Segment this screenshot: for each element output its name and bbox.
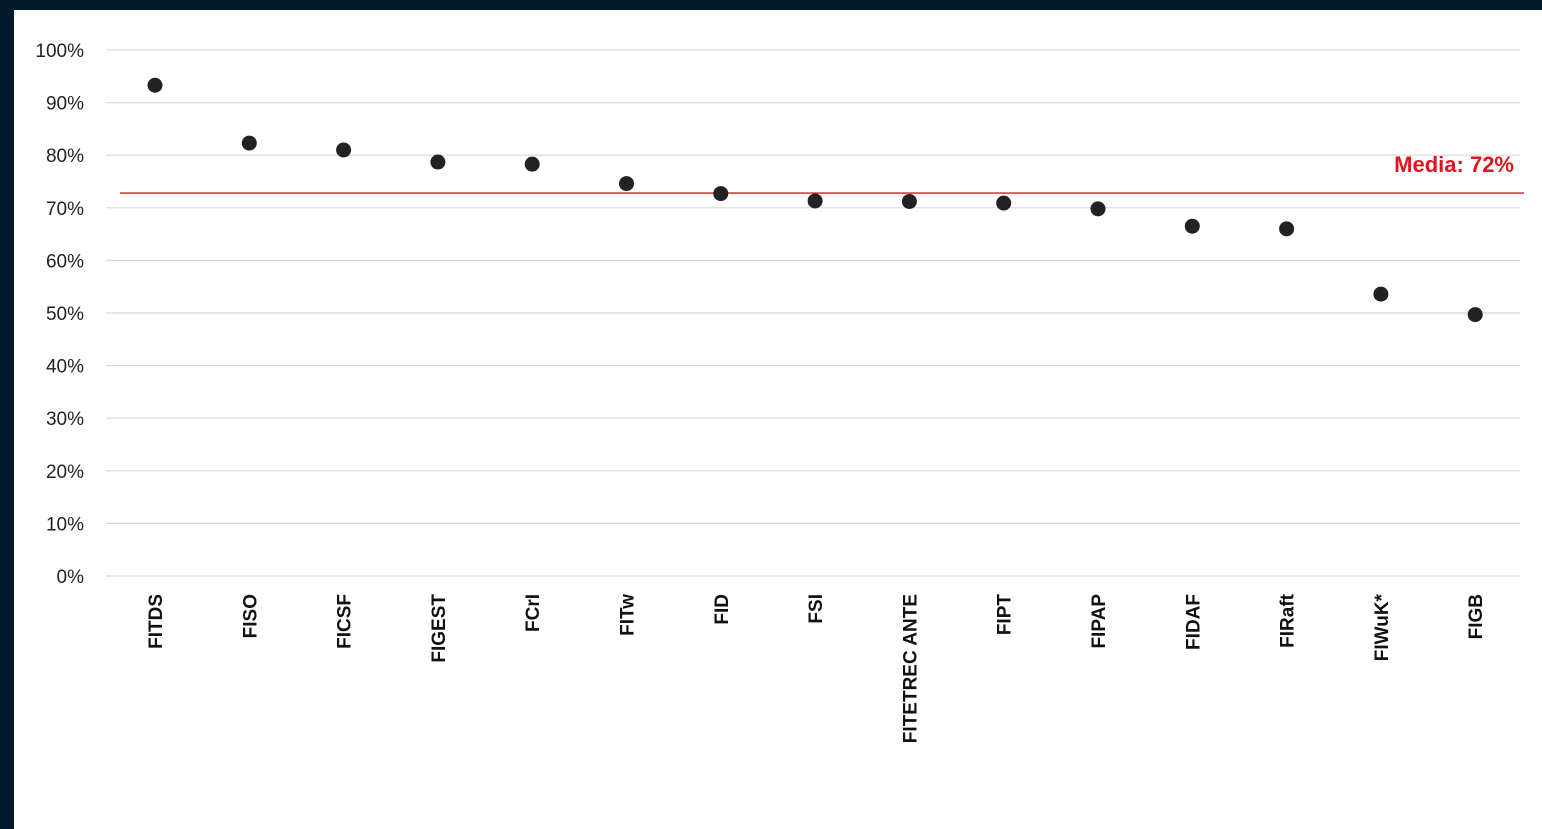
data-point (336, 142, 352, 158)
y-tick-label: 80% (46, 146, 84, 167)
data-points (147, 77, 1483, 323)
x-category-label: FIRaft (1278, 593, 1299, 648)
x-category-label: FITw (618, 594, 639, 636)
y-tick-label: 20% (46, 462, 84, 483)
x-category-label: FITDS (146, 594, 167, 649)
data-point (619, 176, 634, 192)
mean-label: Media: 72% (1394, 152, 1514, 177)
x-category-label: FIGB (1466, 594, 1487, 639)
y-tick-label: 50% (46, 304, 84, 325)
data-point (807, 193, 823, 209)
x-category-label: FITETREC ANTE (900, 594, 921, 743)
gridlines (106, 49, 1520, 577)
data-point (430, 154, 446, 170)
y-tick-label: 60% (46, 251, 84, 272)
y-tick-label: 0% (57, 567, 85, 588)
x-category-label: FIDAF (1183, 594, 1204, 650)
x-category-label: FIWuK* (1372, 593, 1393, 661)
x-axis-labels: FITDS FISO FICSF FIGEST FCrI FITw FID FSI FITETR… (146, 593, 1487, 743)
data-point (524, 156, 540, 172)
x-category-label: FCrI (523, 594, 544, 632)
y-tick-label: 70% (46, 199, 84, 220)
x-category-label: FISO (240, 594, 261, 638)
mean-reference: Media: 72% (120, 152, 1524, 194)
x-category-label: FSI (806, 594, 827, 624)
x-category-label: FIGEST (429, 594, 450, 663)
y-tick-label: 90% (46, 94, 84, 115)
y-axis-ticks: 0% 10% 20% 30% 40% 50% 60% 70% 80% 90% 100% (35, 41, 84, 588)
x-category-label: FIPT (995, 594, 1016, 636)
data-point (1090, 201, 1106, 217)
data-point (996, 195, 1012, 211)
chart-area (14, 10, 1542, 829)
data-point (241, 135, 257, 151)
x-category-label: FICSF (335, 594, 356, 649)
data-point (1279, 221, 1295, 237)
y-tick-label: 40% (46, 357, 84, 378)
data-point (1467, 307, 1483, 323)
x-category-label: FIPAP (1089, 594, 1110, 649)
data-point (713, 186, 729, 202)
x-category-label: FID (712, 594, 733, 625)
y-tick-label: 10% (46, 514, 84, 535)
data-point (147, 77, 163, 93)
y-tick-label: 30% (46, 409, 84, 430)
y-tick-label: 100% (35, 41, 84, 62)
data-point (901, 193, 917, 209)
data-point (1373, 286, 1389, 302)
data-point (1184, 218, 1200, 234)
